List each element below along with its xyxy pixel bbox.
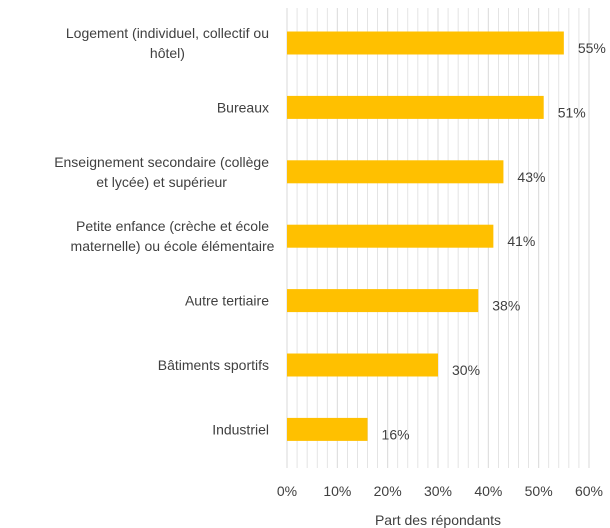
x-tick-label: 0% bbox=[277, 483, 297, 499]
x-axis-ticks: 0% 10% 20% 30% 40% 50% 60% bbox=[277, 483, 603, 499]
category-label: Bureaux bbox=[217, 99, 269, 115]
bar bbox=[287, 353, 438, 377]
category-label: Autre tertiaire bbox=[185, 293, 269, 309]
data-labels: 55% 51% 43% 41% 38% 30% 16% bbox=[382, 40, 606, 442]
data-label: 38% bbox=[492, 298, 520, 314]
x-tick-label: 60% bbox=[575, 483, 603, 499]
bar bbox=[287, 160, 504, 184]
bars bbox=[287, 31, 564, 441]
category-labels: Logement (individuel, collectif ou hôtel)… bbox=[54, 25, 274, 437]
bar bbox=[287, 289, 479, 313]
category-label: Petite enfance (crèche et école maternell… bbox=[71, 218, 275, 254]
bar bbox=[287, 95, 544, 119]
x-tick-label: 40% bbox=[474, 483, 502, 499]
bar bbox=[287, 31, 564, 55]
category-label: Industriel bbox=[212, 421, 269, 437]
data-label: 16% bbox=[382, 426, 410, 442]
data-label: 43% bbox=[517, 169, 545, 185]
data-label: 51% bbox=[558, 104, 586, 120]
x-tick-label: 30% bbox=[424, 483, 452, 499]
category-label: Enseignement secondaire (collège et lycée… bbox=[54, 154, 269, 190]
data-label: 41% bbox=[507, 233, 535, 249]
x-tick-label: 50% bbox=[525, 483, 553, 499]
x-axis-title: Part des répondants bbox=[375, 512, 501, 528]
bar bbox=[287, 417, 368, 441]
data-label: 55% bbox=[578, 40, 606, 56]
data-label: 30% bbox=[452, 362, 480, 378]
category-label: Bâtiments sportifs bbox=[158, 357, 269, 373]
x-tick-label: 10% bbox=[323, 483, 351, 499]
category-label: Logement (individuel, collectif ou hôtel) bbox=[66, 25, 269, 61]
bar bbox=[287, 224, 494, 248]
x-tick-label: 20% bbox=[374, 483, 402, 499]
